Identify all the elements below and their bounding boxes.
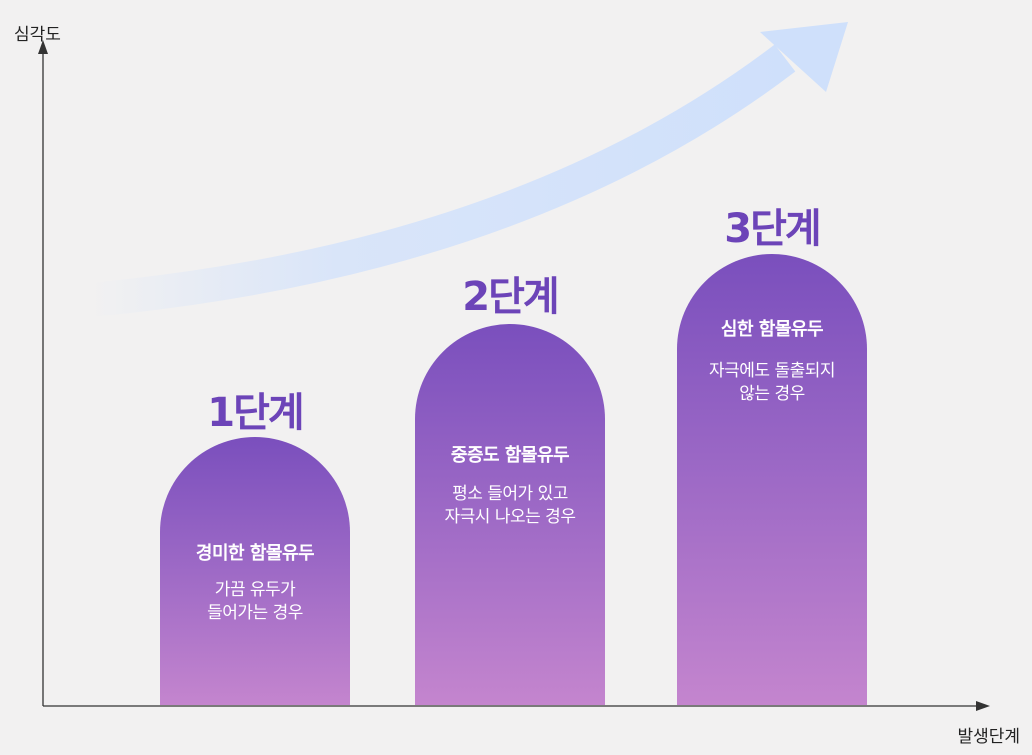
stage-3-description: 자극에도 돌출되지 않는 경우 (708, 361, 836, 404)
stage-1-label: 1단계 (207, 390, 304, 436)
y-axis-label: 심각도 (14, 25, 61, 45)
stage-1-title: 경미한 함몰유두 (195, 543, 315, 564)
stage-1-description: 가끔 유두가 들어가는 경우 (207, 580, 303, 623)
growth-arrow (88, 22, 848, 317)
stage-3-pillar: 심한 함몰유두 자극에도 돌출되지 않는 경우 (677, 254, 867, 705)
stage-2-pillar: 중증도 함몰유두 평소 들어가 있고 자극시 나오는 경우 (415, 324, 605, 705)
y-axis-arrow-icon (38, 40, 48, 54)
x-axis-arrow-icon (976, 701, 990, 711)
stage-1-pillar: 경미한 함몰유두 가끔 유두가 들어가는 경우 (160, 437, 350, 705)
stage-2-label: 2단계 (462, 274, 559, 320)
stage-2-title: 중증도 함몰유두 (450, 445, 570, 466)
x-axis-label: 발생단계 (957, 727, 1020, 747)
stage-3-title: 심한 함몰유두 (720, 319, 824, 340)
stage-3-label: 3단계 (724, 206, 821, 252)
stage-2-description: 평소 들어가 있고 자극시 나오는 경우 (444, 484, 576, 527)
